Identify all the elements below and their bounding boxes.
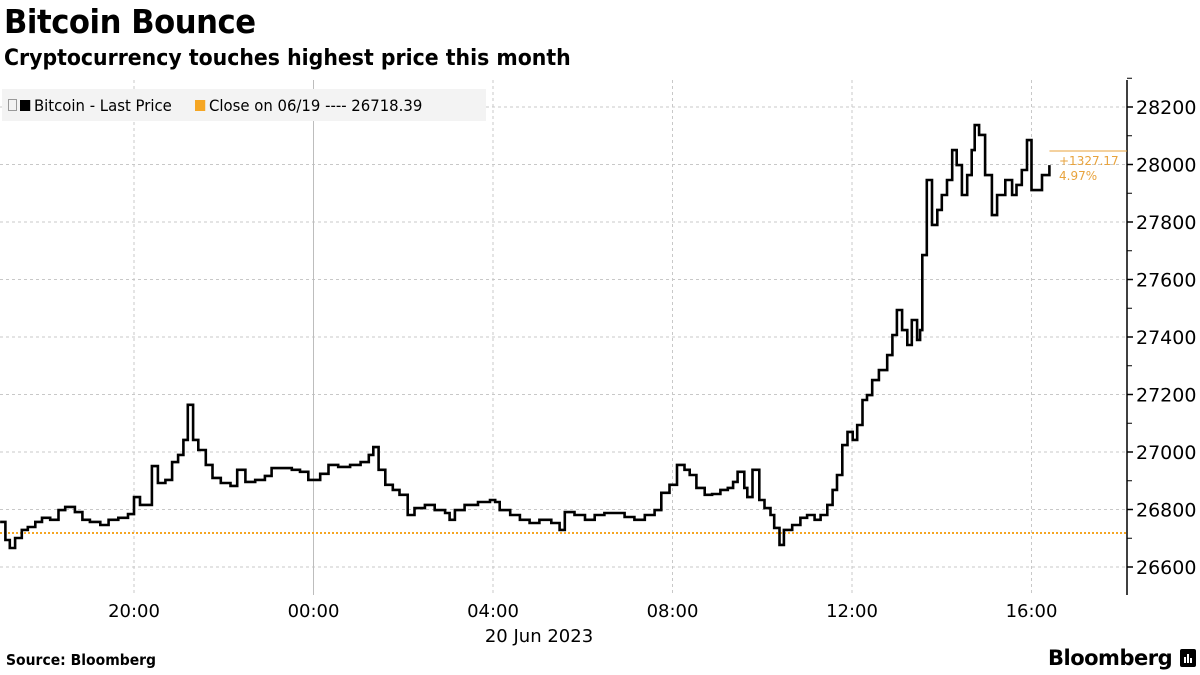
x-tick-label: 04:00 [467, 601, 519, 622]
y-tick-label: 27400 [1136, 327, 1196, 349]
x-tick-label: 00:00 [288, 601, 340, 622]
y-tick-label: 28200 [1136, 97, 1196, 119]
legend-item-close[interactable]: Close on 06/19 ---- 26718.39 [195, 95, 423, 115]
chart-title: Bitcoin Bounce [4, 2, 256, 41]
x-tick-label: 16:00 [1006, 601, 1058, 622]
y-tick-label: 26800 [1136, 500, 1196, 522]
y-tick-label: 27000 [1136, 442, 1196, 464]
brand-wordmark: Bloomberg [1048, 646, 1173, 670]
x-date-label: 20 Jun 2023 [485, 626, 593, 647]
change-annotation: +1327.17 [1059, 154, 1119, 168]
y-tick-label: 27800 [1136, 212, 1196, 234]
y-tick-label: 28000 [1136, 155, 1196, 177]
legend-collapse-icon[interactable] [8, 99, 17, 111]
bitcoin-price-line [0, 123, 1051, 550]
legend-swatch-black [20, 99, 31, 111]
chart-legend: Bitcoin - Last Price Close on 06/19 ----… [2, 89, 486, 121]
y-tick-label: 27600 [1136, 270, 1196, 292]
bloomberg-logo-icon [1180, 649, 1197, 667]
x-tick-label: 08:00 [647, 601, 699, 622]
legend-label-bitcoin: Bitcoin - Last Price [33, 95, 172, 115]
legend-item-bitcoin[interactable]: Bitcoin - Last Price [20, 96, 172, 115]
legend-label-close: Close on 06/19 ---- 26718.39 [209, 95, 423, 115]
change-pct-annotation: 4.97% [1059, 169, 1097, 183]
y-tick-label: 27200 [1136, 385, 1196, 407]
x-tick-label: 20:00 [108, 601, 160, 622]
bloomberg-brand: Bloomberg [1048, 646, 1197, 670]
chart-subtitle: Cryptocurrency touches highest price thi… [4, 46, 571, 71]
source-note: Source: Bloomberg [6, 651, 157, 669]
legend-swatch-orange [195, 99, 206, 111]
y-tick-label: 26600 [1136, 557, 1196, 579]
x-tick-label: 12:00 [826, 601, 878, 622]
